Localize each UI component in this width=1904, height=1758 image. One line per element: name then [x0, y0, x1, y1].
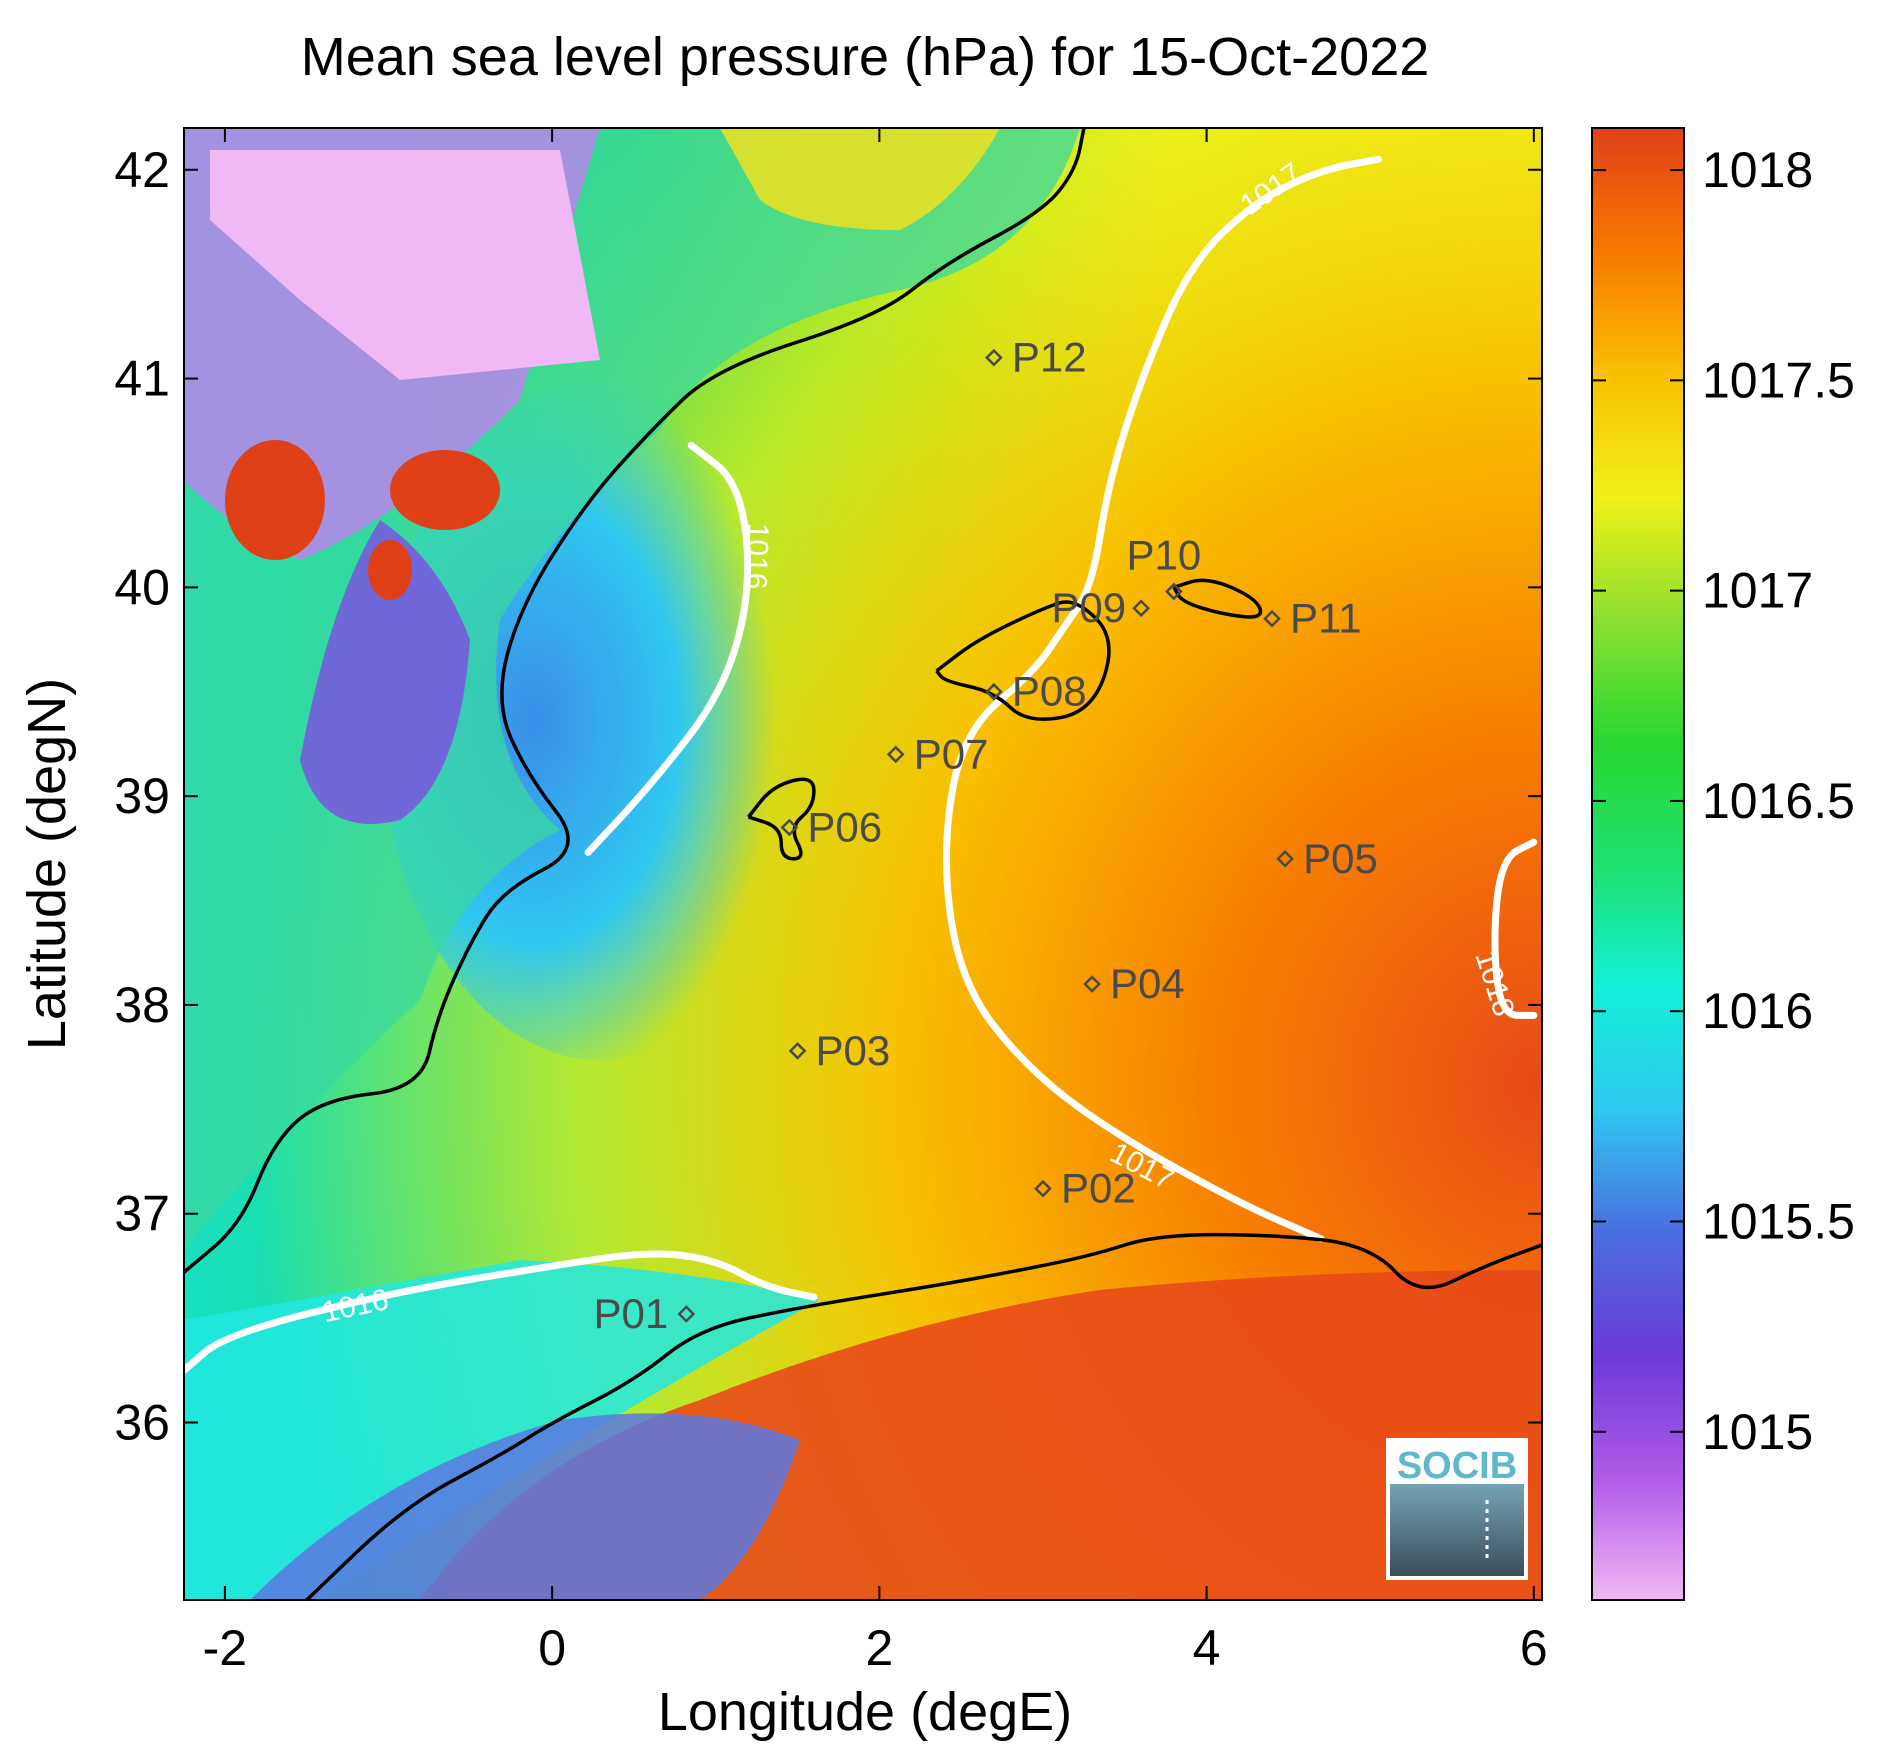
- y-tick-label: 42: [114, 142, 170, 198]
- coastline-africa: [305, 1232, 1542, 1600]
- colorbar-tick-label: 1017: [1702, 563, 1813, 619]
- station-label: P04: [1110, 960, 1185, 1007]
- x-tick-label: 2: [865, 1620, 893, 1676]
- station-marker: [985, 682, 1003, 701]
- iberia-high-spot-3: [368, 540, 412, 600]
- isobar-1016: [184, 1250, 818, 1374]
- isobar-label: 1016: [739, 522, 774, 590]
- colorbar-tick-label: 1015.5: [1702, 1193, 1855, 1249]
- plot-frame: [183, 127, 1543, 1601]
- isobar-1018: [1491, 838, 1538, 1019]
- iberia-high-spot-1: [225, 440, 325, 560]
- station-marker: [1083, 975, 1101, 993]
- station-label: P08: [1012, 668, 1087, 715]
- isobar-contours: [184, 155, 1538, 1374]
- coastline-menorca: [1172, 578, 1263, 619]
- x-tick-label: 0: [538, 1620, 566, 1676]
- station-label: P06: [807, 803, 882, 850]
- y-tick-label: 37: [114, 1186, 170, 1242]
- iberia-lowest-region: [210, 150, 600, 380]
- chart-title: Mean sea level pressure (hPa) for 15-Oct…: [301, 27, 1430, 87]
- isobar-1016: [584, 441, 752, 856]
- colorbar-tick-label: 1017.5: [1702, 352, 1855, 408]
- station-marker: [1132, 599, 1150, 618]
- station-marker: [1263, 609, 1281, 628]
- y-tick-label: 40: [114, 559, 170, 615]
- station-label: P11: [1290, 595, 1362, 642]
- station-marker: [985, 348, 1003, 367]
- station-marker: [788, 1042, 807, 1060]
- station-marker: [886, 745, 905, 764]
- coastline-iberia: [184, 128, 1086, 1274]
- alboran-sea-field: [184, 1260, 820, 1600]
- station-label: P09: [1051, 584, 1126, 631]
- x-axis-ticks: -2 0 2 4 6: [203, 128, 1548, 1676]
- x-axis-label: Longitude (degE): [658, 1682, 1072, 1742]
- station-label: P12: [1012, 334, 1087, 381]
- socib-logo-text: SOCIB: [1397, 1445, 1517, 1487]
- station-label: P07: [914, 730, 989, 777]
- y-tick-label: 36: [114, 1395, 170, 1451]
- station-marker: [780, 818, 799, 837]
- y-tick-label: 38: [114, 977, 170, 1033]
- iberia-high-spot-2: [390, 450, 500, 530]
- coastline-ibiza: [747, 777, 816, 861]
- isobar-1017: [942, 155, 1382, 1243]
- y-tick-label: 39: [114, 768, 170, 824]
- station-marker: [1034, 1179, 1052, 1198]
- pyrenees-high-region: [720, 128, 1000, 230]
- station-marker: [1276, 849, 1294, 868]
- x-tick-label: 6: [1520, 1620, 1548, 1676]
- colorbar-tick-label: 1018: [1702, 142, 1813, 198]
- y-axis-ticks: 36 37 38 39 40 41 42: [114, 142, 1542, 1451]
- x-tick-label: -2: [203, 1620, 247, 1676]
- africa-low-region: [250, 1413, 800, 1600]
- colorbar-ticks: 1015 1015.5 1016 1016.5 1017 1017.5 1018: [1592, 142, 1855, 1460]
- colorbar-tick-label: 1016.5: [1702, 773, 1855, 829]
- station-label: P02: [1061, 1165, 1136, 1212]
- colorbar-gradient: [1591, 127, 1685, 1601]
- colorbar-tick-label: 1016: [1702, 983, 1813, 1039]
- socib-logo: SOCIB: [1386, 1438, 1528, 1580]
- station-marker: [677, 1305, 696, 1323]
- station-label: P01: [594, 1290, 669, 1337]
- station-marker: [1165, 582, 1183, 601]
- station-label: P05: [1303, 835, 1378, 882]
- y-axis-label: Latitude (degN): [17, 678, 77, 1050]
- station-label: P03: [816, 1027, 891, 1074]
- station-label: P10: [1127, 532, 1202, 579]
- x-tick-label: 4: [1193, 1620, 1221, 1676]
- colorbar: 1015 1015.5 1016 1016.5 1017 1017.5 1018: [1591, 127, 1855, 1601]
- colorbar-tick-label: 1015: [1702, 1404, 1813, 1460]
- y-tick-label: 41: [114, 351, 170, 407]
- iberia-inland-low: [300, 520, 470, 824]
